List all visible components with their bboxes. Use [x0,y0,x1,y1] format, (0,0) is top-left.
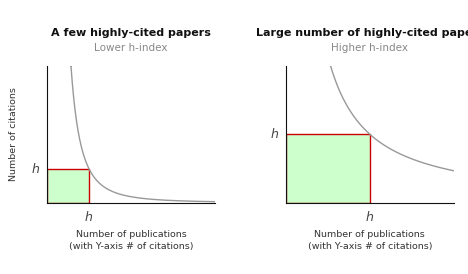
Bar [47,169,89,203]
Text: $h$: $h$ [31,161,40,176]
Text: $h$: $h$ [366,210,374,224]
Text: Higher h-index: Higher h-index [331,44,409,53]
Text: $h$: $h$ [84,210,94,224]
Text: Large number of highly-cited papers: Large number of highly-cited papers [256,28,468,38]
Text: Number of publications
(with Y-axis # of citations): Number of publications (with Y-axis # of… [307,230,432,251]
Bar [285,134,370,203]
Text: Number of citations: Number of citations [8,87,18,181]
Text: $h$: $h$ [270,127,279,141]
Text: Number of publications
(with Y-axis # of citations): Number of publications (with Y-axis # of… [69,230,193,251]
Text: A few highly-cited papers: A few highly-cited papers [51,28,211,38]
Text: Lower h-index: Lower h-index [94,44,168,53]
